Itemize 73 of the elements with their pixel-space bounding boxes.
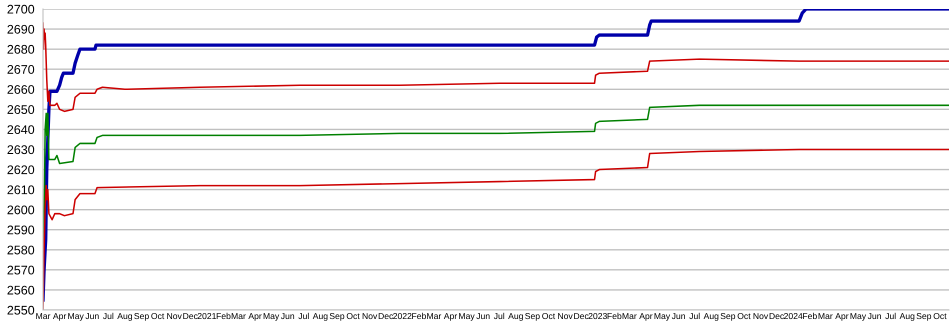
x-tick-label: Dec [574, 313, 589, 320]
x-tick-label: Mar [232, 313, 246, 320]
y-tick-label: 2610 [7, 185, 34, 194]
x-tick-label: May [264, 313, 280, 321]
x-tick-label: Oct [738, 313, 751, 320]
x-tick-label: Sep [916, 313, 932, 321]
y-tick-label: 2590 [7, 226, 34, 234]
y-tick-label: 2630 [7, 145, 34, 154]
x-tick-label: Jul [885, 312, 896, 320]
x-tick-label: Nov [167, 313, 182, 320]
x-tick-label: Oct [346, 313, 360, 320]
x-tick-label: Dec [378, 313, 394, 320]
x-tick-label: Nov [558, 313, 573, 320]
x-tick-label: Feb [803, 312, 817, 320]
x-tick-label: Feb [608, 312, 622, 320]
x-tick-label: Jul [494, 312, 504, 320]
x-tick-label: 2022 [393, 313, 412, 320]
line-series [43, 22, 949, 112]
x-tick-label: Sep [525, 313, 540, 321]
x-tick-label: Aug [312, 313, 328, 321]
x-tick-label: Apr [52, 313, 66, 321]
y-tick-label: 2560 [7, 286, 34, 295]
x-tick-label: Oct [542, 313, 556, 320]
x-tick-label: Apr [248, 313, 262, 321]
x-tick-label: Jun [672, 313, 685, 320]
x-tick-label: Sep [134, 313, 149, 321]
x-tick-label: Apr [444, 313, 458, 321]
x-tick-label: Jul [298, 312, 309, 320]
y-tick-label: 2640 [7, 125, 34, 134]
x-tick-label: Mar [622, 313, 637, 320]
y-tick-label: 2700 [7, 4, 34, 14]
x-tick-label: Feb [216, 312, 231, 320]
x-tick-label: Mar [818, 313, 833, 320]
x-tick-label: Feb [412, 312, 426, 320]
x-tick-label: Sep [720, 313, 736, 321]
y-tick-label: 2670 [7, 65, 34, 74]
x-tick-label: Dec [183, 313, 198, 320]
x-tick-label: Jul [689, 312, 700, 320]
x-tick-label: Mar [36, 313, 50, 320]
x-tick-label: Aug [508, 313, 523, 321]
x-tick-label: Sep [330, 313, 344, 321]
x-tick-label: Apr [835, 313, 848, 321]
y-tick-label: 2620 [7, 165, 34, 174]
x-tick-label: May [654, 313, 670, 321]
x-tick-label: Mar [427, 313, 442, 320]
y-tick-label: 2600 [7, 205, 34, 214]
y-tick-label: 2690 [7, 24, 34, 34]
y-tick-label: 2580 [7, 246, 34, 254]
x-tick-label: Jun [280, 313, 294, 320]
y-tick-label: 2680 [7, 44, 34, 54]
x-tick-label: 2024 [784, 313, 803, 320]
x-tick-label: 2021 [198, 313, 216, 320]
x-tick-label: Aug [117, 313, 132, 321]
x-tick-label: Nov [754, 313, 768, 320]
y-tick-label: 2660 [7, 85, 34, 94]
x-tick-label: 2023 [588, 313, 607, 320]
y-tick-label: 2650 [7, 105, 34, 114]
x-tick-label: Jun [868, 313, 881, 320]
y-tick-label: 2550 [7, 306, 34, 315]
x-tick-label: Jun [85, 313, 99, 320]
x-tick-label: Jun [476, 313, 490, 320]
x-tick-label: Aug [704, 313, 718, 321]
x-tick-label: Nov [362, 313, 378, 320]
x-tick-label: Apr [639, 313, 652, 321]
x-tick-label: May [850, 313, 866, 321]
x-tick-label: Oct [151, 313, 164, 320]
x-tick-label: Dec [770, 313, 784, 320]
x-tick-label: May [68, 313, 84, 321]
x-tick-label: Jul [102, 312, 114, 320]
x-tick-label: Aug [900, 313, 914, 321]
x-tick-label: Oct [934, 313, 947, 320]
y-tick-label: 2570 [7, 266, 34, 275]
x-tick-label: May [459, 313, 475, 321]
